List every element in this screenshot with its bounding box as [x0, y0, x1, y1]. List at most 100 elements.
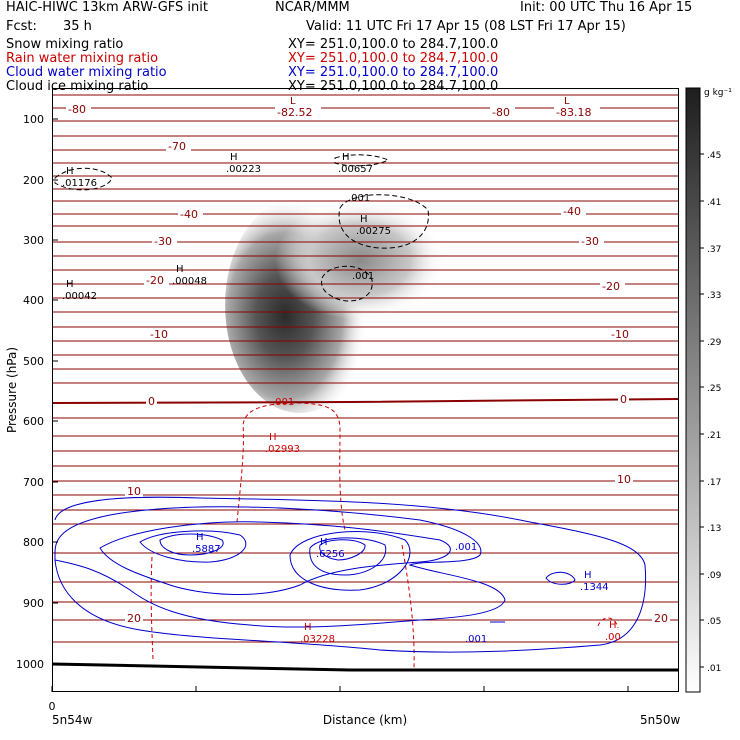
field-name-cloud-water: Cloud water mixing ratio	[6, 65, 167, 80]
maximum-value: .00	[605, 632, 621, 643]
y-tick-label: 400	[23, 294, 44, 307]
colorbar-tick-label: .45	[707, 151, 721, 161]
temperature-label-bg	[609, 328, 634, 340]
temperature-label-bg	[490, 106, 515, 118]
maximum-marker: H	[342, 152, 350, 163]
fcst-value: 35 h	[63, 19, 92, 34]
maximum-value: .00223	[226, 164, 261, 175]
maximum-value: .01176	[62, 178, 97, 189]
temperature-label: 20	[127, 612, 141, 625]
contour-value-label: .001	[348, 193, 370, 204]
temperature-label: -40	[563, 205, 581, 218]
field-name-rain: Rain water mixing ratio	[6, 51, 159, 66]
temperature-line	[51, 94, 680, 96]
org-label: NCAR/MMM	[275, 0, 350, 15]
y-tick-label: 800	[23, 536, 44, 549]
temperature-label-bg	[554, 106, 600, 118]
temperature-label-bg	[652, 612, 670, 624]
y-axis-label: Pressure (hPa)	[5, 347, 19, 433]
cloud-ice-contours	[54, 154, 429, 302]
field-xy-rain: XY= 251.0,100.0 to 284.7,100.0	[288, 51, 499, 66]
temperature-line	[51, 480, 680, 482]
x-right-label: 5n50w	[640, 713, 681, 727]
temperature-label: 10	[617, 473, 631, 486]
temperature-label-bg	[579, 235, 604, 247]
y-tick-label: 1000	[16, 658, 44, 671]
temperature-line	[51, 200, 680, 202]
colorbar-tick-label: .33	[707, 291, 721, 301]
temperature-label-bg	[152, 235, 177, 247]
temperature-line	[51, 188, 680, 190]
temperature-line	[51, 435, 680, 437]
temperature-label: 0	[620, 393, 627, 406]
temperature-label-bg	[148, 328, 173, 340]
temperature-line	[51, 641, 680, 643]
temperature-line	[51, 135, 680, 137]
maximum-marker: L	[564, 96, 570, 107]
temperature-label-bg	[615, 473, 633, 485]
maximum-marker: H	[66, 166, 74, 177]
y-tick-label: 200	[23, 174, 44, 187]
temperature-label: -20	[602, 280, 620, 293]
temperature-line	[51, 417, 680, 419]
model-title: HAIC-HIWC 13km ARW-GFS init	[6, 0, 208, 15]
maximum-marker: H	[269, 432, 277, 443]
colorbar-unit: g kg⁻¹	[704, 88, 732, 98]
contour-value-label: .001	[272, 397, 294, 408]
temperature-line	[51, 619, 680, 621]
cloud-water-contours	[54, 496, 647, 653]
temperature-line	[51, 283, 680, 285]
temperature-label: -80	[68, 103, 86, 116]
colorbar-tick-label: .01	[707, 664, 721, 674]
maximum-marker: H	[230, 152, 238, 163]
temperature-label: 0	[148, 395, 155, 408]
maximum-value: .02993	[265, 444, 300, 455]
field-name-cloud-ice: Cloud ice mixing ratio	[6, 79, 149, 94]
maximum-marker: H	[196, 532, 204, 543]
maximum-value: .00275	[356, 226, 391, 237]
x-zero-label: 0	[49, 700, 56, 713]
surface-line	[51, 662, 680, 672]
x-axis-label: Distance (km)	[323, 713, 407, 727]
y-tick-label: 100	[23, 113, 44, 126]
temperature-label: -30	[581, 235, 599, 248]
temperature-label: -10	[150, 328, 168, 341]
temperature-label-bg	[178, 208, 203, 220]
maximum-marker: H	[304, 622, 312, 633]
fcst-label: Fcst:	[6, 19, 37, 34]
field-xy-cloud-water: XY= 251.0,100.0 to 284.7,100.0	[288, 65, 499, 80]
snow-shading	[225, 197, 445, 413]
temperature-label: 10	[127, 485, 141, 498]
temperature-label-bg	[144, 274, 169, 286]
colorbar-tick-label: .37	[707, 245, 721, 255]
colorbar-tick-label: .21	[707, 431, 721, 441]
temperature-line	[51, 450, 680, 452]
temperature-label: -20	[146, 274, 164, 287]
maximum-marker: L	[290, 96, 296, 107]
temperature-line	[51, 523, 680, 525]
contour-value-label: .001	[465, 634, 487, 645]
temperature-line	[51, 225, 680, 227]
colorbar-tick-label: .05	[707, 617, 721, 627]
maximum-marker: H	[320, 537, 328, 548]
init-time: Init: 00 UTC Thu 16 Apr 15	[520, 0, 693, 15]
temperature-label-bg	[66, 103, 91, 115]
temperature-line	[51, 601, 680, 603]
y-tick-label: 700	[23, 476, 44, 489]
maximum-marker: H	[176, 264, 184, 275]
temperature-line	[51, 368, 680, 370]
colorbar-tick-label: .29	[707, 338, 722, 348]
colorbar: .45 .41 .37 .33 .29 .25 .21 .17 .13 .09 .05 .01 g k…	[685, 87, 732, 693]
temperature-line	[51, 297, 680, 299]
y-tick-label: 500	[23, 355, 44, 368]
maximum-marker: H	[584, 570, 592, 581]
temperature-line	[51, 465, 680, 467]
y-tick-label: 600	[23, 415, 44, 428]
temperature-line	[51, 494, 680, 496]
temperature-line	[51, 311, 680, 313]
colorbar-tick-label: .09	[707, 571, 722, 581]
maximum-marker: H	[609, 620, 617, 631]
field-name-snow: Snow mixing ratio	[6, 37, 124, 52]
maximum-value: .00657	[338, 164, 373, 175]
temperature-label: -40	[180, 208, 198, 221]
